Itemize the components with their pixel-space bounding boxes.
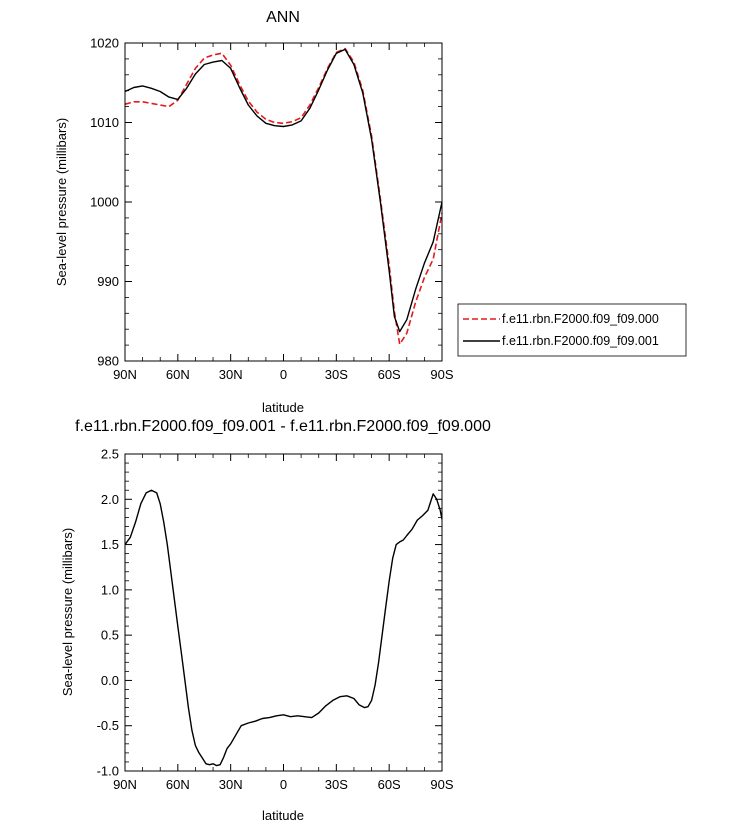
top-y-tick-label: 1010	[90, 115, 119, 130]
bottom-x-tick-label: 90N	[113, 777, 137, 792]
bottom-y-tick-label: 2.0	[101, 492, 119, 507]
top-x-tick-label: 90S	[430, 367, 453, 382]
top-x-tick-label: 60N	[166, 367, 190, 382]
bottom-x-tick-label: 60N	[166, 777, 190, 792]
bottom-y-tick-label: -1.0	[97, 764, 119, 779]
bottom-x-tick-label: 0	[280, 777, 287, 792]
top-x-tick-label: 30N	[219, 367, 243, 382]
bottom-plot-area: -1.0 -0.5 0.0 0.5 1.0 1.5 2.0 2.5 90N 60N 30N 0 30S 6…	[97, 447, 454, 793]
legend-box	[457, 303, 687, 357]
top-x-tick-label: 60S	[378, 367, 401, 382]
top-y-tick-label: 1000	[90, 195, 119, 210]
bottom-chart-panel: f.e11.rbn.F2000.f09_f09.001 - f.e11.rbn.…	[60, 418, 491, 823]
bottom-y-tick-label: 1.0	[101, 582, 119, 597]
bottom-series-line-0	[124, 489, 443, 767]
legend-label-001: f.e11.rbn.F2000.f09_f09.001	[502, 334, 659, 348]
top-y-axis-label: Sea-level pressure (millibars)	[54, 118, 69, 286]
top-x-tick-label: 90N	[113, 367, 137, 382]
top-chart-panel: ANN 980 990 1000 1010 1020 90N 60N 30N 0 30S 60S 90…	[54, 9, 687, 415]
top-y-tick-label: 980	[97, 354, 119, 369]
top-y-tick-label: 1020	[90, 36, 119, 51]
top-series-line-0	[124, 47, 443, 346]
bottom-x-tick-label: 30S	[325, 777, 348, 792]
top-series-line-1	[124, 48, 443, 333]
bottom-x-tick-label: 90S	[430, 777, 453, 792]
bottom-y-tick-label: 1.5	[101, 537, 119, 552]
bottom-y-tick-label: 0.5	[101, 628, 119, 643]
top-x-tick-label: 0	[280, 367, 287, 382]
bottom-y-axis-label: Sea-level pressure (millibars)	[60, 528, 75, 696]
top-x-axis-label: latitude	[262, 400, 304, 415]
bottom-y-tick-label: -0.5	[97, 718, 119, 733]
top-y-tick-label: 990	[97, 274, 119, 289]
bottom-x-tick-label: 60S	[378, 777, 401, 792]
legend-label-000: f.e11.rbn.F2000.f09_f09.000	[502, 312, 659, 326]
bottom-x-axis-label: latitude	[262, 808, 304, 823]
bottom-y-tick-label: 2.5	[101, 447, 119, 462]
bottom-y-tick-label: 0.0	[101, 673, 119, 688]
legend: f.e11.rbn.F2000.f09_f09.000 f.e11.rbn.F2…	[457, 303, 687, 357]
top-chart-title: ANN	[266, 9, 300, 26]
top-plot-area: 980 990 1000 1010 1020 90N 60N 30N 0 30S 60S 90S	[90, 36, 454, 383]
bottom-x-tick-label: 30N	[219, 777, 243, 792]
bottom-plot-frame	[124, 453, 443, 772]
top-x-tick-label: 30S	[325, 367, 348, 382]
bottom-chart-title: f.e11.rbn.F2000.f09_f09.001 - f.e11.rbn.…	[75, 418, 491, 435]
